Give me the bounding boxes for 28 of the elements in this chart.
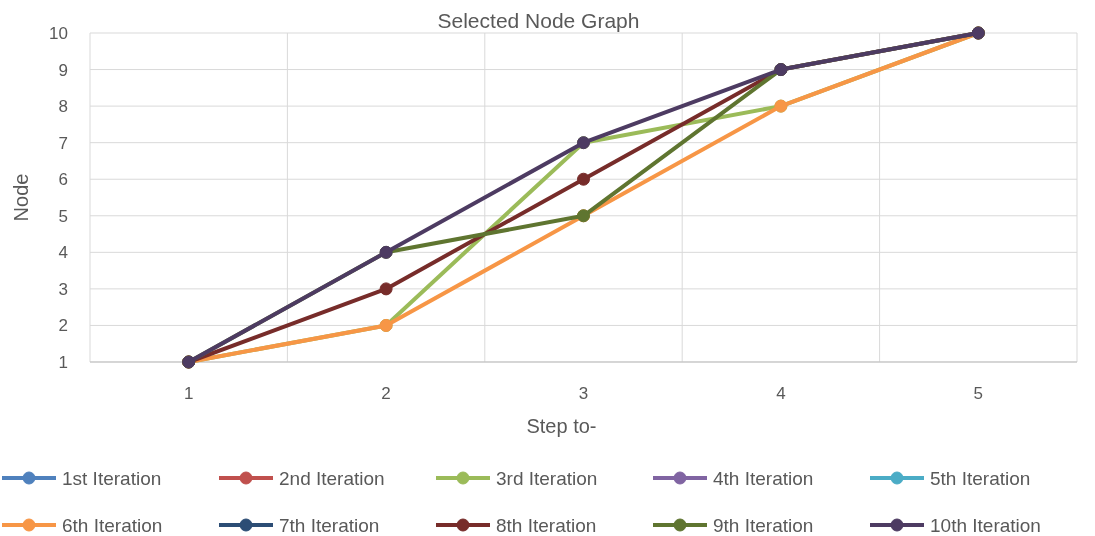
x-tick-label: 2 — [381, 384, 391, 403]
y-axis-title: Node — [10, 173, 32, 222]
y-tick-label: 9 — [58, 60, 68, 80]
y-tick-label: 6 — [58, 170, 68, 190]
legend-label: 6th Iteration — [62, 514, 163, 536]
legend-label: 5th Iteration — [930, 467, 1031, 489]
chart-title: Selected Node Graph — [437, 9, 640, 32]
x-axis-title: Step to- — [526, 415, 597, 437]
x-tick-label: 5 — [973, 384, 984, 403]
legend-label: 9th Iteration — [713, 514, 814, 536]
y-tick-label: 3 — [58, 279, 68, 299]
x-tick-label: 4 — [776, 384, 786, 403]
legend-label: 2nd Iteration — [279, 467, 385, 489]
x-tick-label: 3 — [578, 384, 589, 403]
legend-label: 4th Iteration — [713, 467, 814, 489]
y-tick-label: 4 — [58, 243, 68, 263]
y-tick-label: 7 — [58, 133, 68, 153]
legend-label: 8th Iteration — [496, 514, 597, 536]
legend-label: 1st Iteration — [62, 467, 162, 489]
x-tick-label: 1 — [183, 384, 194, 403]
y-tick-label: 10 — [49, 23, 68, 43]
y-tick-label: 2 — [58, 316, 68, 336]
y-tick-label: 5 — [58, 206, 68, 226]
legend-label: 10th Iteration — [930, 514, 1041, 536]
y-tick-label: 8 — [58, 97, 68, 117]
legend-label: 3rd Iteration — [496, 467, 598, 489]
y-tick-label: 1 — [58, 352, 68, 372]
legend-label: 7th Iteration — [279, 514, 380, 536]
